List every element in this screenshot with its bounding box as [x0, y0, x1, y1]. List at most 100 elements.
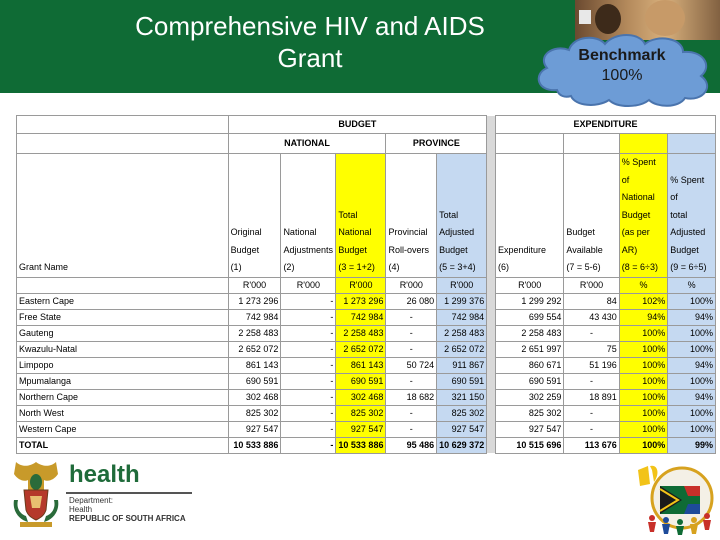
- col-header-line: (5 = 3+4): [439, 262, 476, 272]
- header-photo: [575, 0, 720, 40]
- benchmark-value: 100%: [601, 67, 643, 84]
- value-cell: 1 273 296: [335, 292, 387, 310]
- value-cell: 2 652 072: [436, 340, 488, 358]
- grant-name-cell: Eastern Cape: [16, 292, 229, 310]
- value-cell: -: [563, 420, 620, 438]
- value-cell: 2 258 483: [495, 324, 565, 342]
- table-row: North West 825 302-825 302-825 302 825 302…: [16, 404, 716, 422]
- unit-cell: R'000: [563, 276, 620, 294]
- col-header-line: Expenditure: [498, 244, 547, 255]
- footer-divider: [66, 492, 192, 494]
- table-row: Limpopo 861 143-861 143 50 724 911 867 860 6…: [16, 356, 716, 374]
- value-cell: 2 258 483: [335, 324, 387, 342]
- value-cell: -: [280, 292, 337, 310]
- value-cell: -: [563, 324, 620, 342]
- col-header-line: (9 = 6÷5): [670, 262, 707, 272]
- table-row: Gauteng 2 258 483-2 258 483-2 258 483 2 25…: [16, 324, 716, 342]
- value-cell: -: [385, 372, 438, 390]
- value-cell: 102%: [618, 292, 669, 310]
- col-header: Total Adjusted Budget (5 = 3+4): [436, 153, 488, 278]
- value-cell: 18 682: [385, 388, 438, 406]
- health-logo-word: health: [69, 461, 140, 488]
- unit-cell: %: [667, 276, 716, 294]
- col-header: % Spent of National Budget (as per AR) (8 = …: [618, 153, 669, 278]
- value-cell: 100%: [618, 372, 669, 390]
- value-cell: 51 196: [563, 356, 620, 374]
- value-cell: 100%: [667, 404, 716, 422]
- budget-header: BUDGET: [227, 115, 488, 134]
- col-header: Expenditure (6): [495, 153, 565, 278]
- unit-cell: R'000: [436, 276, 488, 294]
- col-header-line: Total: [439, 209, 459, 220]
- value-cell: 10 533 886: [335, 436, 387, 454]
- value-cell: 94%: [667, 388, 716, 406]
- value-cell: 690 591: [436, 372, 488, 390]
- value-cell: -: [385, 340, 438, 358]
- col-header-line: Budget: [670, 244, 699, 255]
- value-cell: -: [280, 404, 337, 422]
- value-cell: 100%: [618, 404, 669, 422]
- value-cell: 742 984: [227, 308, 282, 326]
- col-header-line: Adjustments: [283, 244, 333, 255]
- value-cell: 1 299 376: [436, 292, 488, 310]
- value-cell: 10 515 696: [495, 436, 565, 454]
- col-header-line: Adjusted: [439, 227, 475, 237]
- value-cell: 2 652 072: [227, 340, 282, 358]
- col-header-line: Roll-overs: [388, 244, 429, 255]
- col-header-line: % Spent of: [621, 157, 656, 185]
- value-cell: 100%: [667, 372, 716, 390]
- value-cell: -: [280, 436, 337, 454]
- value-cell: 861 143: [335, 356, 387, 374]
- value-cell: 2 651 997: [495, 340, 565, 358]
- table-row: Mpumalanga 690 591-690 591-690 591 690 591…: [16, 372, 716, 390]
- value-cell: 911 867: [436, 356, 488, 374]
- grant-table-container: BUDGET EXPENDITURE NATIONAL PROVINCE Gra…: [16, 115, 716, 454]
- table-row: Free State 742 984-742 984-742 984 699 554…: [16, 308, 716, 326]
- province-header: PROVINCE: [385, 133, 488, 154]
- value-cell: 10 629 372: [436, 436, 488, 454]
- value-cell: 95 486: [385, 436, 438, 454]
- col-header-line: (3 = 1+2): [338, 262, 375, 272]
- col-header-line: Budget: [230, 244, 260, 255]
- value-cell: -: [385, 420, 438, 438]
- value-cell: -: [280, 356, 337, 374]
- col-header: Budget Available (7 = 5-6): [563, 153, 620, 278]
- grant-name-cell: Western Cape: [16, 420, 229, 438]
- value-cell: 100%: [667, 340, 716, 358]
- value-cell: 113 676: [563, 436, 620, 454]
- col-header: Original Budget (1): [227, 153, 282, 278]
- value-cell: -: [385, 404, 438, 422]
- expenditure-header: EXPENDITURE: [495, 115, 716, 134]
- total-row: TOTAL 10 533 886-10 533 886 95 486 10 629 3…: [16, 436, 716, 454]
- coat-of-arms-icon: [13, 462, 59, 527]
- value-cell: -: [280, 324, 337, 342]
- value-cell: 825 302: [335, 404, 387, 422]
- value-cell: 94%: [618, 308, 669, 326]
- col-header-line: (1): [230, 262, 242, 272]
- value-cell: 690 591: [227, 372, 282, 390]
- value-cell: 699 554: [495, 308, 565, 326]
- unit-cell: R'000: [495, 276, 565, 294]
- value-cell: -: [385, 324, 438, 342]
- unit-cell: R'000: [227, 276, 282, 294]
- value-cell: 302 468: [335, 388, 387, 406]
- unit-cell: %: [618, 276, 669, 294]
- value-cell: 927 547: [495, 420, 565, 438]
- title-line-2: Grant: [277, 43, 343, 73]
- col-header-line: (2): [283, 262, 295, 272]
- col-header-line: Adjusted: [670, 227, 706, 237]
- col-header-line: Budget: [566, 227, 595, 237]
- col-header-line: total: [670, 209, 688, 220]
- value-cell: 860 671: [495, 356, 565, 374]
- dept-line-2: Health: [69, 505, 93, 514]
- grant-table: BUDGET EXPENDITURE NATIONAL PROVINCE Gra…: [16, 115, 716, 454]
- value-cell: 18 891: [563, 388, 620, 406]
- slide-title: Comprehensive HIV and AIDS Grant: [95, 10, 525, 74]
- value-cell: 75: [563, 340, 620, 358]
- department-label: Department: Health REPUBLIC OF SOUTH AFR…: [69, 496, 186, 523]
- national-header: NATIONAL: [227, 133, 387, 154]
- value-cell: 742 984: [335, 308, 387, 326]
- col-header-line: Total: [338, 209, 358, 220]
- grant-name-cell: TOTAL: [16, 436, 229, 454]
- value-cell: 927 547: [436, 420, 488, 438]
